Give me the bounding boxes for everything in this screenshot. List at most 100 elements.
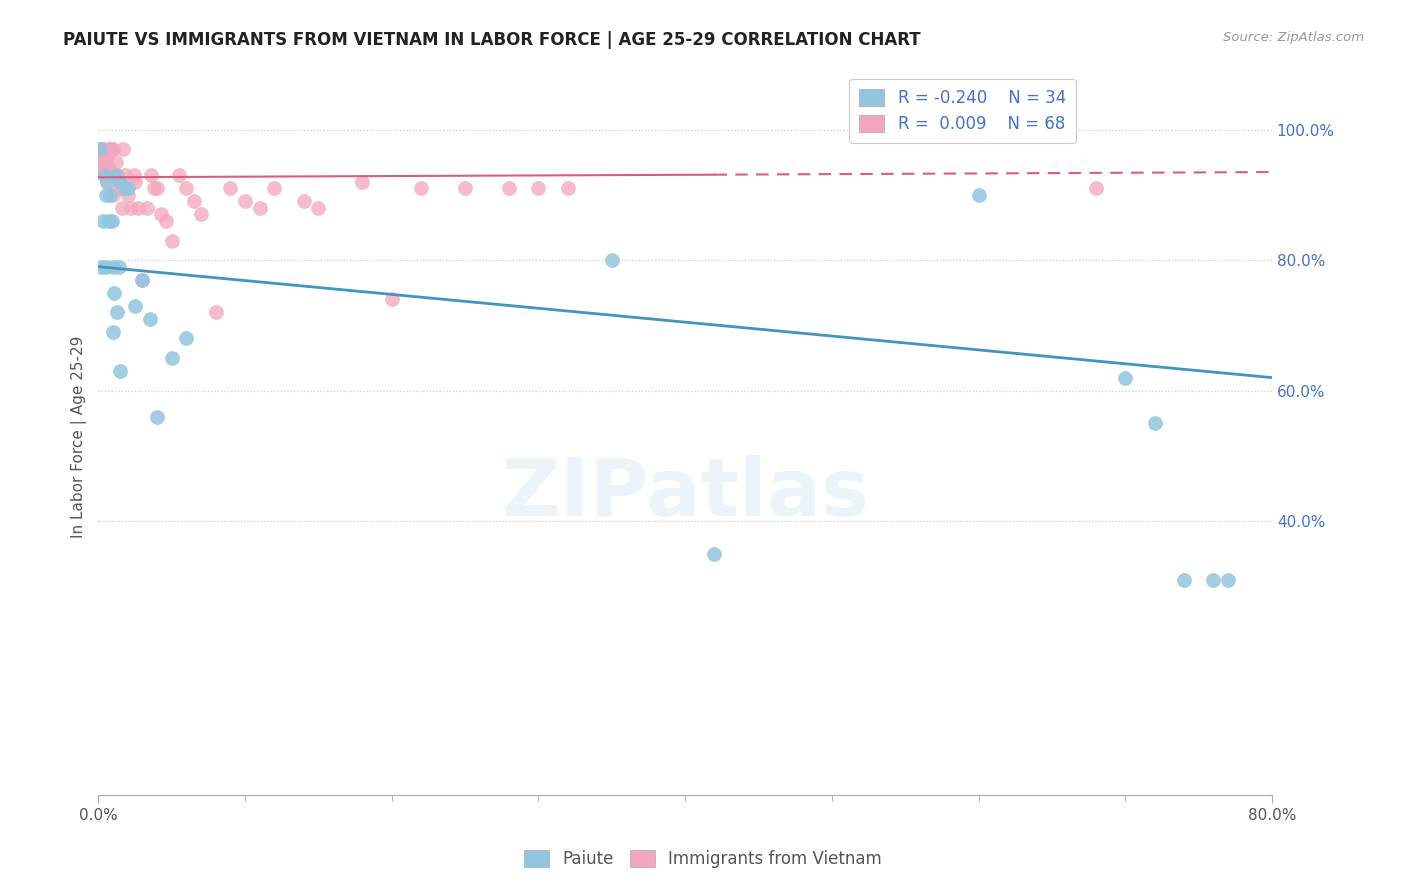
Point xyxy=(1084,181,1107,195)
Point xyxy=(104,155,127,169)
Point xyxy=(108,175,131,189)
Legend: R = -0.240    N = 34, R =  0.009    N = 68: R = -0.240 N = 34, R = 0.009 N = 68 xyxy=(849,78,1076,144)
Point xyxy=(124,299,146,313)
Point xyxy=(91,155,114,169)
Point xyxy=(115,181,138,195)
Point xyxy=(91,214,114,228)
Point xyxy=(381,293,404,307)
Point xyxy=(103,169,125,183)
Point xyxy=(1216,573,1239,587)
Point xyxy=(111,201,134,215)
Point xyxy=(1202,573,1225,587)
Point xyxy=(96,175,118,189)
Point xyxy=(101,260,124,274)
Point xyxy=(91,149,114,163)
Point xyxy=(150,207,173,221)
Point xyxy=(110,175,132,189)
Text: PAIUTE VS IMMIGRANTS FROM VIETNAM IN LABOR FORCE | AGE 25-29 CORRELATION CHART: PAIUTE VS IMMIGRANTS FROM VIETNAM IN LAB… xyxy=(63,31,921,49)
Point xyxy=(97,161,120,176)
Point xyxy=(183,194,205,209)
Point xyxy=(204,305,226,319)
Point xyxy=(176,181,198,195)
Point xyxy=(1173,573,1195,587)
Point xyxy=(98,188,121,202)
Point xyxy=(249,201,271,215)
Point xyxy=(89,142,111,156)
Point xyxy=(122,169,145,183)
Point xyxy=(307,201,329,215)
Point xyxy=(114,169,136,183)
Point xyxy=(94,155,117,169)
Point xyxy=(112,142,135,156)
Point xyxy=(104,169,127,183)
Point xyxy=(1114,370,1136,384)
Point xyxy=(557,181,579,195)
Point xyxy=(1143,417,1166,431)
Point xyxy=(90,260,112,274)
Point xyxy=(89,142,111,156)
Point xyxy=(141,169,163,183)
Point xyxy=(155,214,177,228)
Point xyxy=(101,188,124,202)
Point xyxy=(233,194,256,209)
Point xyxy=(103,285,125,300)
Point xyxy=(127,201,149,215)
Point xyxy=(600,253,623,268)
Text: Source: ZipAtlas.com: Source: ZipAtlas.com xyxy=(1223,31,1364,45)
Point xyxy=(967,188,990,202)
Point xyxy=(90,142,112,156)
Point xyxy=(90,155,112,169)
Point xyxy=(498,181,520,195)
Point xyxy=(146,181,169,195)
Point xyxy=(454,181,477,195)
Point xyxy=(108,260,131,274)
Point xyxy=(409,181,432,195)
Point xyxy=(114,181,136,195)
Point xyxy=(138,312,160,326)
Point xyxy=(263,181,285,195)
Point xyxy=(131,273,153,287)
Point xyxy=(93,142,115,156)
Point xyxy=(703,547,725,561)
Point xyxy=(91,161,114,176)
Point xyxy=(100,142,122,156)
Point xyxy=(98,169,121,183)
Point xyxy=(160,351,183,365)
Point xyxy=(117,188,139,202)
Point xyxy=(110,364,132,378)
Point xyxy=(135,201,157,215)
Point xyxy=(93,155,115,169)
Text: ZIPatlas: ZIPatlas xyxy=(501,455,869,533)
Point xyxy=(94,188,117,202)
Point xyxy=(89,149,111,163)
Point xyxy=(292,194,315,209)
Point xyxy=(91,142,114,156)
Point xyxy=(90,149,112,163)
Point xyxy=(96,149,118,163)
Point xyxy=(98,142,121,156)
Point xyxy=(160,234,183,248)
Point xyxy=(90,161,112,176)
Point xyxy=(167,169,190,183)
Point xyxy=(219,181,242,195)
Point xyxy=(93,149,115,163)
Point xyxy=(120,201,142,215)
Point xyxy=(352,175,374,189)
Point xyxy=(100,214,122,228)
Point xyxy=(89,155,111,169)
Point xyxy=(131,273,153,287)
Point xyxy=(94,169,117,183)
Point xyxy=(143,181,166,195)
Point xyxy=(101,142,124,156)
Point xyxy=(94,260,117,274)
Point xyxy=(117,181,139,195)
Point xyxy=(527,181,550,195)
Point xyxy=(190,207,212,221)
Point xyxy=(97,214,120,228)
Point xyxy=(94,149,117,163)
Point xyxy=(107,169,129,183)
Point xyxy=(110,181,132,195)
Point xyxy=(96,175,118,189)
Point xyxy=(93,169,115,183)
Legend: Paiute, Immigrants from Vietnam: Paiute, Immigrants from Vietnam xyxy=(517,843,889,875)
